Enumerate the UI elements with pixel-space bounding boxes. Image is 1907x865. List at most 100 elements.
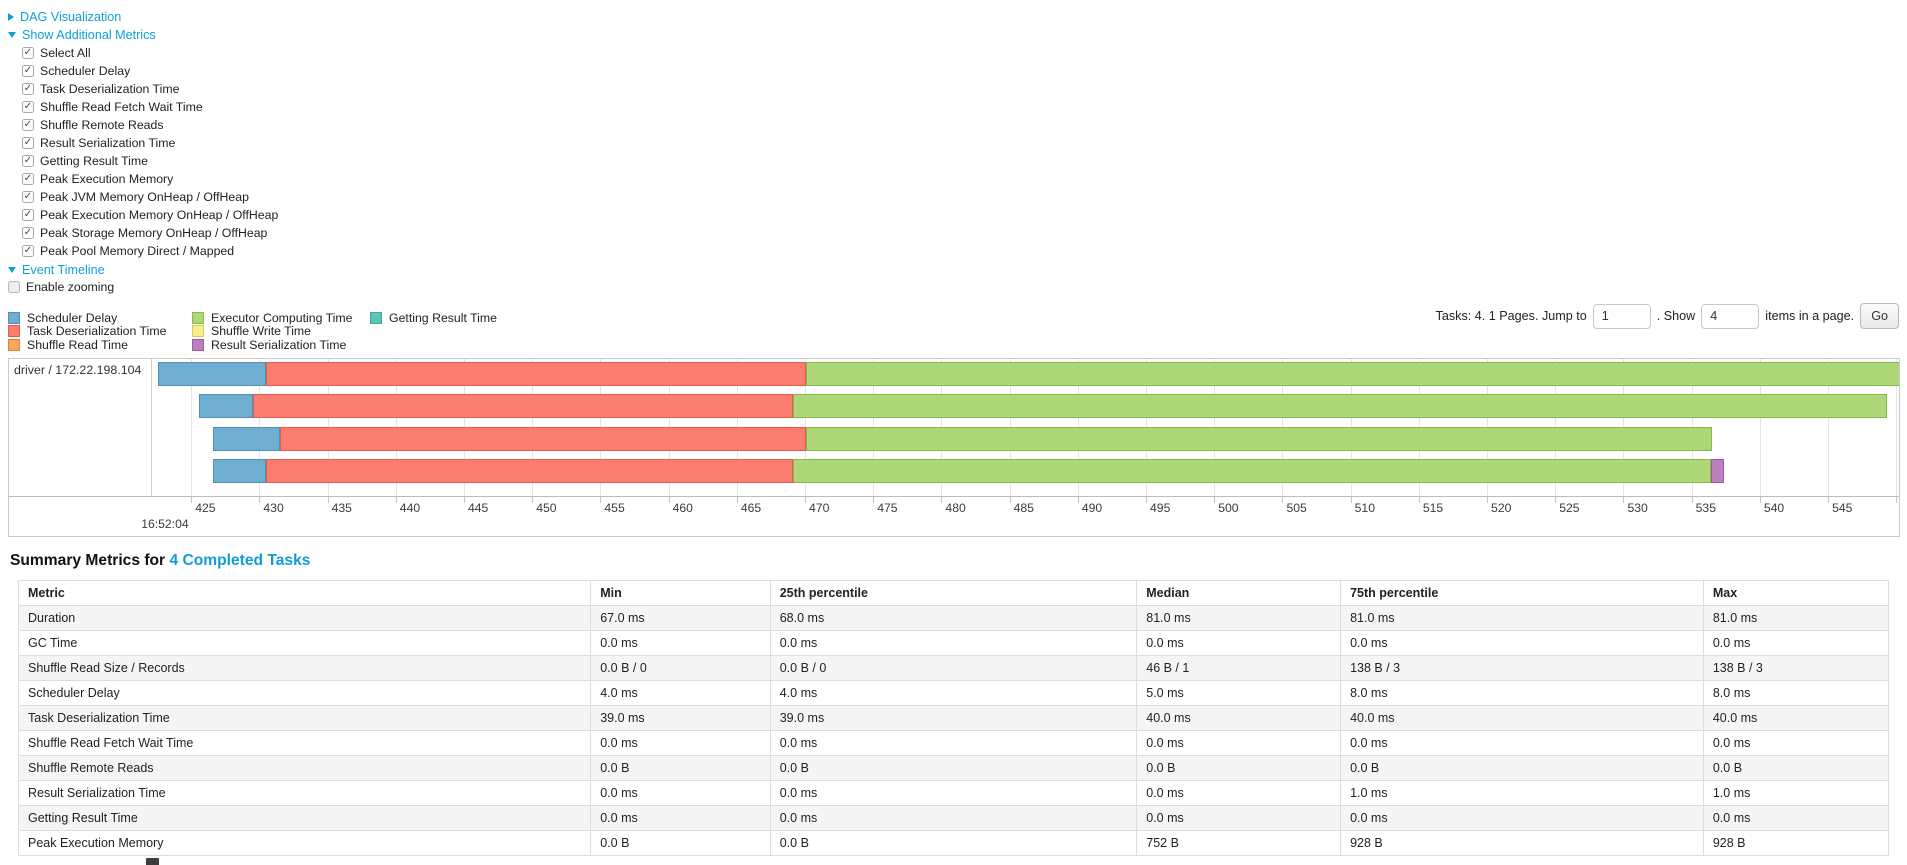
timeline-legend: Scheduler Delay Task Deserialization Time… xyxy=(8,311,1899,352)
show-additional-metrics-link[interactable]: Show Additional Metrics xyxy=(22,28,156,42)
axis-tick-label: 510 xyxy=(1354,501,1375,515)
gridline xyxy=(191,359,193,496)
jump-to-page-input[interactable] xyxy=(1592,303,1651,329)
completed-tasks-link[interactable]: 4 Completed Tasks xyxy=(169,552,311,569)
task-bar-segment-scheduler-delay[interactable] xyxy=(213,459,267,483)
metric-value-cell: 928 B xyxy=(1340,830,1704,856)
axis-tick xyxy=(1623,497,1625,503)
event-timeline-toggle[interactable]: Event Timeline xyxy=(8,262,1899,278)
metric-checkbox-row[interactable]: ✓ Getting Result Time xyxy=(22,152,1899,170)
axis-tick-label: 525 xyxy=(1559,501,1580,515)
task-bar-segment-task-deserialization[interactable] xyxy=(279,427,807,451)
task-bar-segment-scheduler-delay[interactable] xyxy=(213,427,280,451)
checked-checkbox[interactable]: ✓ xyxy=(22,83,34,95)
metric-name-cell: Shuffle Read Size / Records xyxy=(17,655,592,681)
pagination-prefix-text: Tasks: 4. 1 Pages. Jump to xyxy=(1435,309,1587,323)
checked-checkbox[interactable]: ✓ xyxy=(22,65,34,77)
checked-checkbox[interactable]: ✓ xyxy=(22,101,34,113)
axis-tick-label: 495 xyxy=(1150,501,1171,515)
metric-checkbox-row[interactable]: ✓ Peak Execution Memory OnHeap / OffHeap xyxy=(22,206,1899,224)
metric-value-cell: 68.0 ms xyxy=(769,605,1138,631)
chevron-right-icon xyxy=(8,13,14,21)
metric-value-cell: 138 B / 3 xyxy=(1340,655,1704,681)
pagination-mid-text: . Show xyxy=(1656,309,1696,323)
task-bar-segment-scheduler-delay[interactable] xyxy=(158,362,267,386)
event-timeline-link[interactable]: Event Timeline xyxy=(22,263,105,277)
items-per-page-input[interactable] xyxy=(1701,303,1760,329)
metric-checkbox-row[interactable]: ✓ Shuffle Read Fetch Wait Time xyxy=(22,98,1899,116)
task-bar-segment-executor-computing[interactable] xyxy=(792,394,1887,418)
axis-tick xyxy=(805,497,807,503)
metric-value-cell: 0.0 ms xyxy=(590,630,771,656)
task-bar-segment-task-deserialization[interactable] xyxy=(266,362,807,386)
checked-checkbox[interactable]: ✓ xyxy=(22,245,34,257)
task-bar-segment-task-deserialization[interactable] xyxy=(252,394,793,418)
metric-checkbox-row[interactable]: ✓ Peak Storage Memory OnHeap / OffHeap xyxy=(22,224,1899,242)
axis-tick-label: 440 xyxy=(399,501,421,515)
dag-visualization-link[interactable]: DAG Visualization xyxy=(20,10,122,24)
axis-tick xyxy=(1555,497,1557,503)
axis-tick-label: 535 xyxy=(1695,501,1716,515)
metric-value-cell: 138 B / 3 xyxy=(1702,655,1890,681)
checked-checkbox[interactable]: ✓ xyxy=(22,137,34,149)
metric-checkbox-row[interactable]: ✓ Shuffle Remote Reads xyxy=(22,116,1899,134)
task-bar-segment-result-serialization[interactable] xyxy=(1710,459,1725,483)
metric-checkbox-row[interactable]: ✓ Peak Pool Memory Direct / Mapped xyxy=(22,242,1899,260)
axis-tick xyxy=(1282,497,1284,503)
task-bar-segment-executor-computing[interactable] xyxy=(792,459,1711,483)
task-bar-segment-executor-computing[interactable] xyxy=(806,362,1899,386)
table-header-cell: Median xyxy=(1136,580,1342,606)
enable-zooming-checkbox-row[interactable]: Enable zooming xyxy=(8,279,1899,294)
axis-tick xyxy=(736,497,738,503)
checked-checkbox[interactable]: ✓ xyxy=(22,227,34,239)
shuffle-read-color-chip xyxy=(8,338,20,351)
metric-value-cell: 4.0 ms xyxy=(769,680,1138,706)
dag-visualization-toggle[interactable]: DAG Visualization xyxy=(8,8,1899,26)
metric-value-cell: 67.0 ms xyxy=(590,605,771,631)
metric-name-cell: Duration xyxy=(17,605,592,631)
metric-value-cell: 0.0 B / 0 xyxy=(590,655,771,681)
metric-checkbox-row[interactable]: ✓ Peak JVM Memory OnHeap / OffHeap xyxy=(22,188,1899,206)
axis-tick xyxy=(532,497,534,503)
checked-checkbox[interactable]: ✓ xyxy=(22,173,34,185)
checked-checkbox[interactable]: ✓ xyxy=(22,209,34,221)
axis-tick-label: 490 xyxy=(1081,501,1103,515)
enable-zooming-checkbox[interactable] xyxy=(8,280,20,293)
checked-checkbox[interactable]: ✓ xyxy=(22,47,34,59)
summary-metrics-table: Metric Min 25th percentile Median 75th perce… xyxy=(17,580,1890,856)
chevron-down-icon xyxy=(8,267,16,273)
legend-label: Executor Computing Time xyxy=(211,310,353,325)
go-button[interactable]: Go xyxy=(1860,303,1899,329)
metric-value-cell: 0.0 B xyxy=(590,755,771,781)
task-bar-segment-executor-computing[interactable] xyxy=(806,427,1713,451)
show-additional-metrics-toggle[interactable]: Show Additional Metrics xyxy=(8,26,1899,44)
executor-label-column: driver / 172.22.198.104 xyxy=(9,359,152,496)
metric-checkbox-row[interactable]: ✓ Task Deserialization Time xyxy=(22,80,1899,98)
legend-and-pagination-row: Scheduler Delay Task Deserialization Time… xyxy=(8,303,1899,353)
task-bar-segment-task-deserialization[interactable] xyxy=(266,459,793,483)
checked-checkbox[interactable]: ✓ xyxy=(22,155,34,167)
metric-checkbox-label: Peak Storage Memory OnHeap / OffHeap xyxy=(40,226,268,240)
metric-value-cell: 0.0 ms xyxy=(1702,630,1890,656)
axis-tick-label: 450 xyxy=(536,501,557,515)
axis-tick-label: 515 xyxy=(1422,501,1444,515)
table-row: Getting Result Time 0.0 ms 0.0 ms 0.0 ms 0.0… xyxy=(17,805,1890,831)
metric-value-cell: 40.0 ms xyxy=(1340,705,1704,731)
checked-checkbox[interactable]: ✓ xyxy=(22,191,34,203)
task-bar-segment-scheduler-delay[interactable] xyxy=(199,394,253,418)
checked-checkbox[interactable]: ✓ xyxy=(22,119,34,131)
metric-checkbox-row[interactable]: ✓ Select All xyxy=(22,44,1899,62)
metric-checkbox-label: Peak Execution Memory OnHeap / OffHeap xyxy=(40,208,279,222)
metric-checkbox-row[interactable]: ✓ Result Serialization Time xyxy=(22,134,1899,152)
metric-value-cell: 752 B xyxy=(1136,830,1342,856)
metric-name-cell: GC Time xyxy=(17,630,592,656)
metric-checkbox-row[interactable]: ✓ Scheduler Delay xyxy=(22,62,1899,80)
table-row: GC Time 0.0 ms 0.0 ms 0.0 ms 0.0 ms 0.0 ms xyxy=(17,630,1890,656)
metric-value-cell: 81.0 ms xyxy=(1340,605,1704,631)
table-header-cell: 75th percentile xyxy=(1340,580,1704,606)
axis-tick xyxy=(1828,497,1830,503)
metric-checkbox-row[interactable]: ✓ Peak Execution Memory xyxy=(22,170,1899,188)
metric-name-cell: Scheduler Delay xyxy=(17,680,592,706)
metric-value-cell: 40.0 ms xyxy=(1136,705,1342,731)
metric-value-cell: 0.0 ms xyxy=(1136,805,1342,831)
